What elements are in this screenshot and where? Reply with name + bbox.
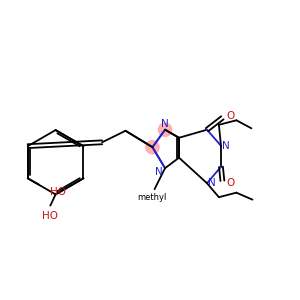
Text: N: N <box>155 167 163 177</box>
Text: N: N <box>222 141 230 151</box>
Text: HO: HO <box>42 211 58 221</box>
Text: O: O <box>226 178 235 188</box>
Text: N: N <box>161 119 169 130</box>
Circle shape <box>158 123 172 136</box>
Text: N: N <box>208 178 216 188</box>
Text: HO: HO <box>50 188 66 197</box>
Circle shape <box>146 141 159 154</box>
Text: methyl: methyl <box>137 194 166 202</box>
Text: O: O <box>226 111 235 121</box>
